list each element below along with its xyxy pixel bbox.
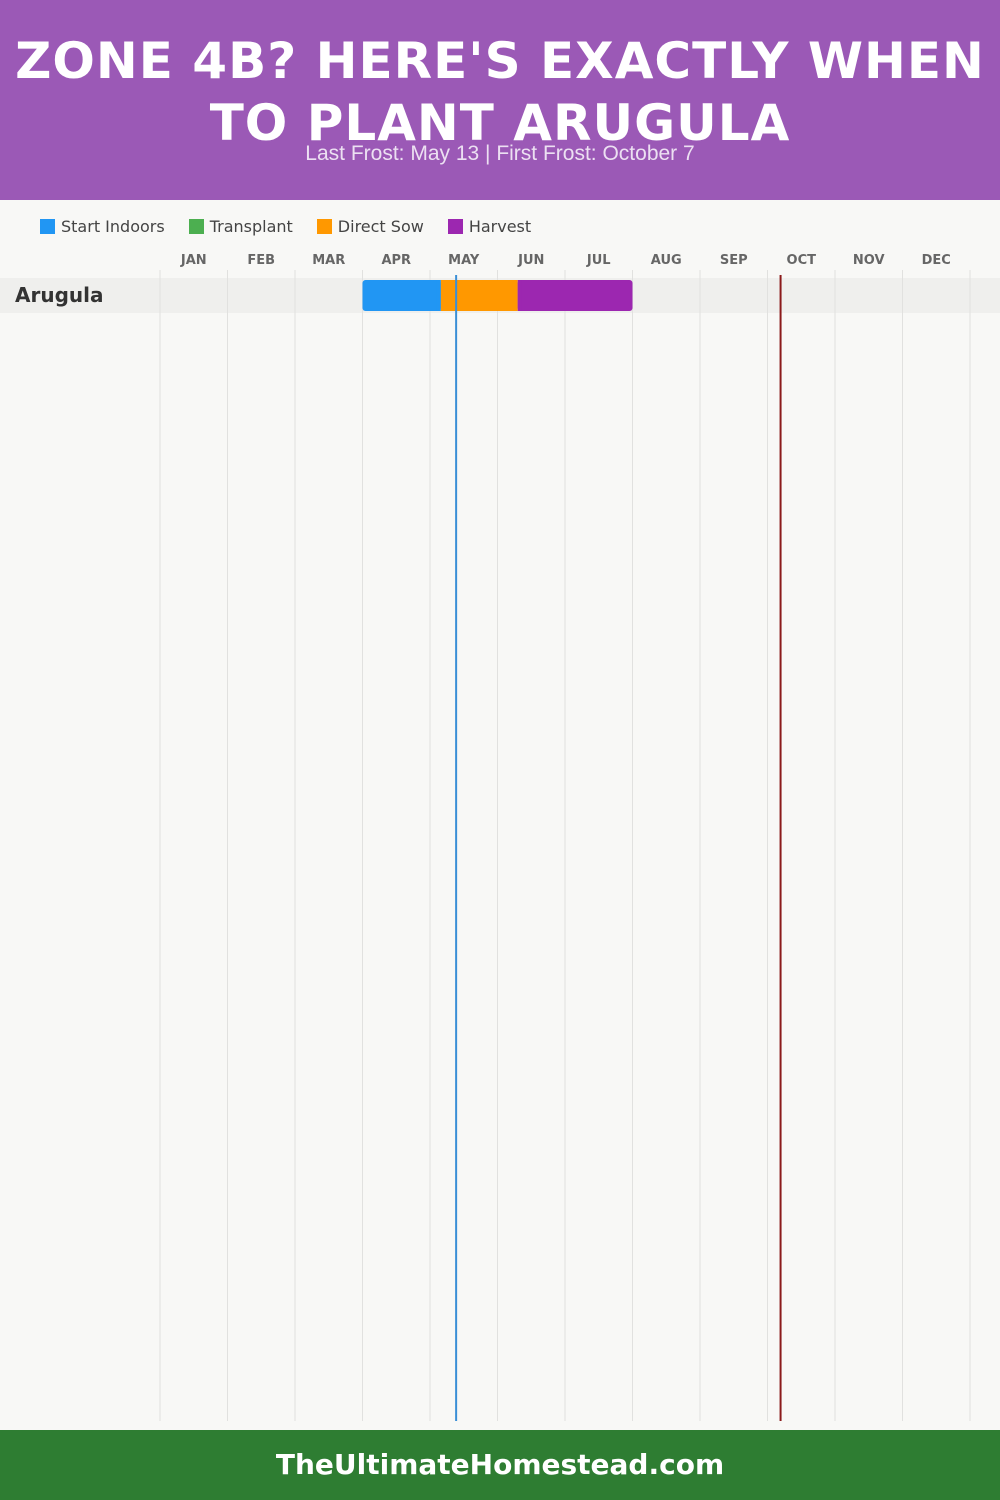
month-tick-label: APR [381,253,411,268]
legend-item-direct-sow: Direct Sow [316,216,424,236]
legend-item-transplant: Transplant [188,216,293,236]
site-name[interactable]: TheUltimateHomestead.com [275,1448,725,1481]
chart-svg: JAN FEB MAR APR MAY JUN JUL AUG SEP OCT NOV DEC Arug… [0,253,1000,1421]
legend-label: Transplant [209,216,293,236]
phase-bar-direct-sow [440,280,518,311]
month-tick-label: AUG [651,253,682,268]
month-tick-label: JAN [180,253,207,268]
legend-label: Direct Sow [337,216,424,236]
month-tick-label: SEP [720,253,748,268]
footer: TheUltimateHomestead.com [0,1430,1000,1500]
month-tick-label: FEB [247,253,275,268]
month-tick-label: JUL [586,253,611,268]
phase-bar-joint [436,280,441,311]
legend-item-harvest: Harvest [447,216,532,236]
legend-swatch [447,218,463,234]
chart-legend: Start Indoors Transplant Direct Sow Harv… [40,214,555,238]
month-tick-label: JUN [517,253,544,268]
header: ZONE 4B? HERE'S EXACTLY WHEN TO PLANT AR… [0,0,1000,200]
legend-swatch [188,218,204,234]
month-tick-label: OCT [787,253,817,268]
planting-calendar-chart: JAN FEB MAR APR MAY JUN JUL AUG SEP OCT NOV DEC Arug… [0,245,1000,1425]
legend-label: Start Indoors [61,216,165,236]
legend-item-start-indoors: Start Indoors [40,217,165,236]
month-tick-label: NOV [853,253,885,268]
phase-bar-start-indoors [362,280,441,311]
month-tick-label: MAR [312,253,345,268]
crop-label: Arugula [15,283,104,307]
legend-label: Harvest [468,216,532,236]
page-title: ZONE 4B? HERE'S EXACTLY WHEN TO PLANT AR… [15,32,985,152]
frost-dates-subtitle: Last Frost: May 13 | First Frost: Octobe… [305,142,695,165]
legend-swatch [316,218,332,234]
month-tick-label: DEC [922,253,951,268]
month-tick-label: MAY [448,253,480,268]
legend-swatch [40,218,55,234]
phase-bar-joint [517,280,522,311]
phase-bar-harvest [517,280,633,311]
